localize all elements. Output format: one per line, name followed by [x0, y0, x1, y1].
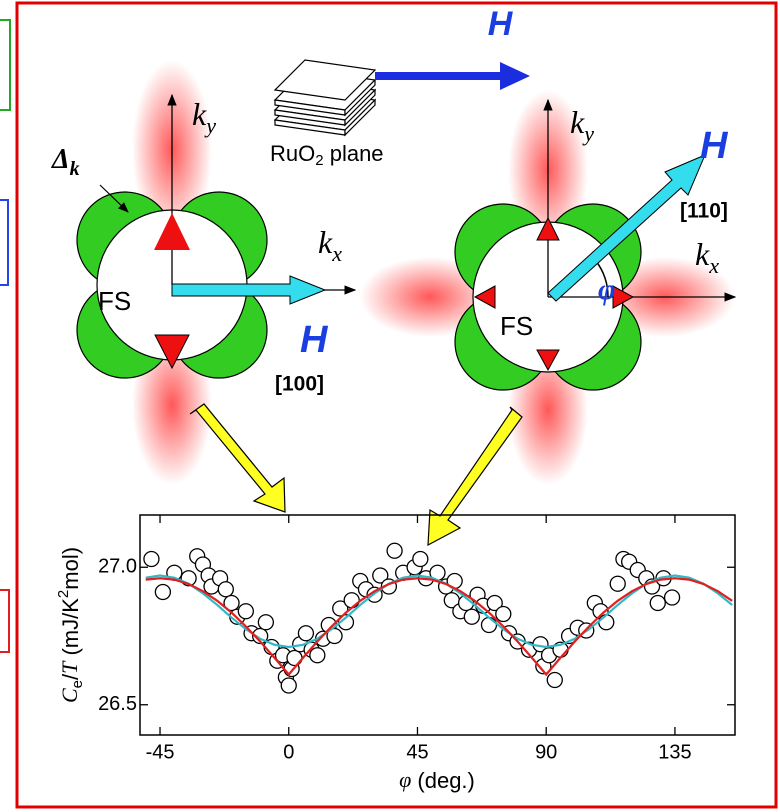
axis-label: kx: [318, 224, 342, 266]
data-point: [387, 543, 402, 558]
data-point: [610, 576, 625, 591]
x-tick-label: 0: [283, 741, 294, 763]
data-point: [496, 607, 511, 622]
data-point: [599, 615, 614, 630]
pointer-arrow: [428, 407, 522, 545]
axis-label: ky: [570, 104, 594, 146]
x-tick-label: 90: [535, 741, 557, 763]
data-point: [310, 648, 325, 663]
fs-label: FS: [98, 286, 131, 316]
data-point: [144, 552, 159, 567]
data-point: [155, 585, 170, 600]
side-box: [0, 200, 8, 285]
data-point: [258, 615, 273, 630]
field-label: H: [700, 125, 729, 167]
y-tick-label: 27.0: [98, 556, 137, 578]
direction-label: [110]: [680, 200, 728, 223]
side-box: [0, 590, 9, 652]
x-tick-label: 45: [406, 741, 428, 763]
data-point: [464, 609, 479, 624]
side-box: [0, 20, 10, 110]
plot: -45 0 45 90 135 26.5 27.0: [98, 515, 735, 763]
field-arrow: [375, 62, 530, 90]
field-label: H: [488, 5, 514, 43]
frame: [17, 3, 776, 807]
right-panel: [360, 90, 735, 485]
plot-frame: [140, 515, 735, 735]
fit-curve: [146, 578, 732, 674]
field-label: H: [300, 319, 329, 361]
direction-label: [100]: [275, 373, 324, 396]
axis-label: kx: [695, 236, 719, 278]
data-point: [547, 673, 562, 688]
data-point: [413, 552, 428, 567]
axis-label: ky: [192, 96, 216, 138]
plane-label: RuO2 plane: [270, 141, 384, 169]
pointer-arrow: [190, 404, 285, 512]
x-tick-label: -45: [146, 741, 175, 763]
ruo2-plane: [275, 60, 375, 135]
data-point: [665, 590, 680, 605]
data-point: [344, 593, 359, 608]
data-point: [218, 582, 233, 597]
data-point: [281, 678, 296, 693]
data-point: [298, 626, 313, 641]
y-tick-label: 26.5: [98, 693, 137, 715]
page: H RuO2 plane ky kx Δk FS H [100] ky kx H…: [0, 0, 780, 812]
data-point: [650, 596, 665, 611]
y-axis-label: Ce/T (mJ/K2mol): [55, 547, 86, 703]
data-point: [238, 604, 253, 619]
angle-label: φ: [598, 273, 616, 306]
x-axis-label: φ (deg.): [399, 767, 475, 793]
fs-label: FS: [500, 311, 533, 341]
figure: H RuO2 plane ky kx Δk FS H [100] ky kx H…: [0, 0, 780, 812]
data-point: [481, 618, 496, 633]
x-tick-label: 135: [658, 741, 691, 763]
gap-label: Δk: [51, 144, 80, 179]
